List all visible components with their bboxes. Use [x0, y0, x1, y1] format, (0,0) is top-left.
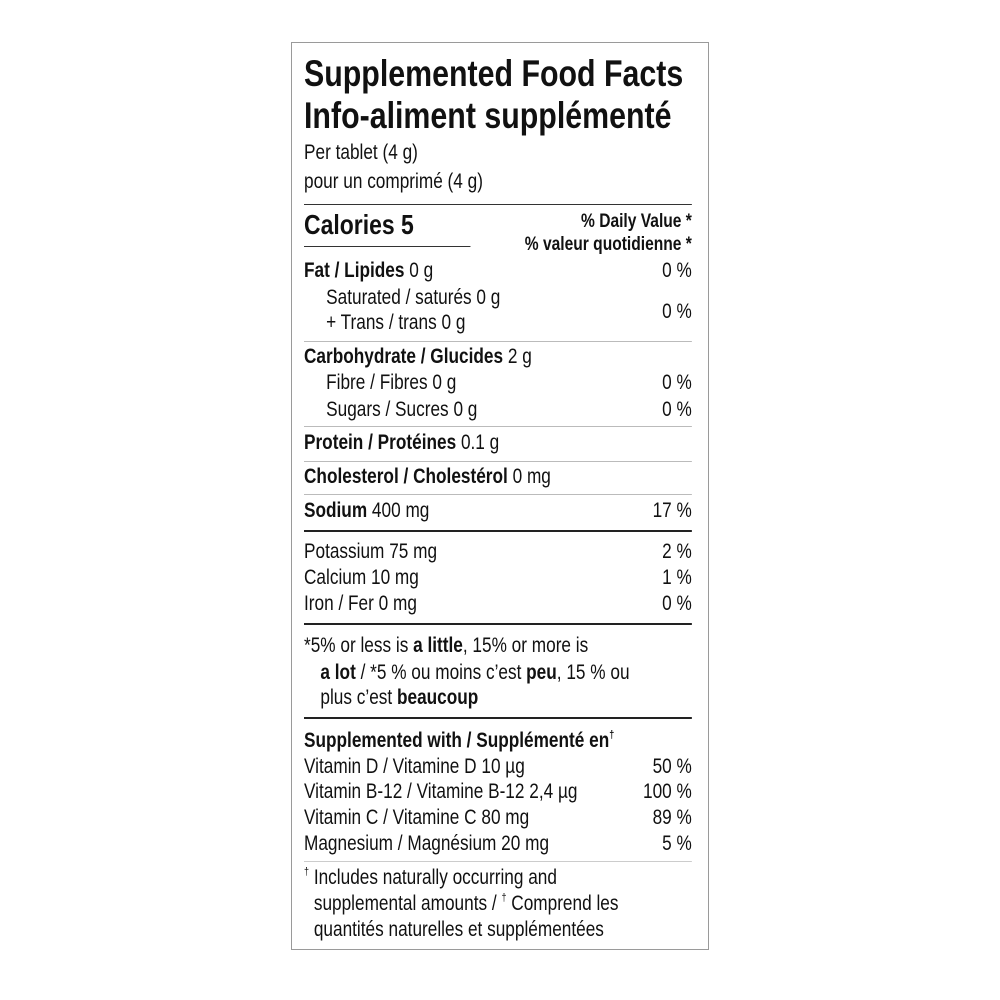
- divider: [304, 494, 692, 495]
- nutrition-facts-label: Supplemented Food Facts Info-aliment sup…: [291, 42, 709, 950]
- supplement-row: Vitamin B-12 / Vitamine B-12 2,4 µg 100 %: [304, 780, 692, 803]
- calories: Calories 5: [304, 209, 414, 240]
- nutrient-row-saturated: Saturated / saturés 0 g: [326, 286, 501, 309]
- nutrient-row-sodium: Sodium 400 mg 17 %: [304, 499, 692, 522]
- divider: [304, 204, 692, 205]
- title-en: Supplemented Food Facts: [304, 53, 684, 94]
- divider-thick: [304, 717, 692, 719]
- nutrient-row-potassium: Potassium 75 mg 2 %: [304, 540, 692, 563]
- serving-en: Per tablet (4 g): [304, 141, 418, 164]
- supplement-row: Vitamin C / Vitamine C 80 mg 89 %: [304, 806, 692, 829]
- divider: [304, 461, 692, 462]
- footnote-line-2: a lot / *5 % ou moins c’est peu, 15 % ou: [320, 661, 630, 684]
- divider: [304, 426, 692, 427]
- dagger-note-line-1: † Includes naturally occurring and: [304, 866, 557, 889]
- divider: [304, 341, 692, 342]
- calories-underline: [304, 246, 471, 247]
- serving-fr: pour un comprimé (4 g): [304, 170, 483, 193]
- saturated-trans-dv: 0 %: [662, 300, 692, 323]
- daily-value-en: % Daily Value *: [581, 211, 692, 232]
- nutrient-row-protein: Protein / Protéines 0.1 g: [304, 431, 500, 454]
- nutrient-row-trans: + Trans / trans 0 g: [326, 311, 466, 334]
- nutrient-row-cholesterol: Cholesterol / Cholestérol 0 mg: [304, 465, 551, 488]
- divider-light: [304, 861, 692, 862]
- supplemented-heading: Supplemented with / Supplémenté en†: [304, 729, 615, 752]
- dagger-note-line-2: supplemental amounts / † Comprend les: [313, 892, 619, 915]
- divider-thick: [304, 530, 692, 532]
- daily-value-fr: % valeur quotidienne *: [524, 234, 692, 255]
- nutrient-row-iron: Iron / Fer 0 mg 0 %: [304, 592, 692, 615]
- footnote-line-1: *5% or less is a little, 15% or more is: [304, 634, 589, 657]
- supplement-row: Vitamin D / Vitamine D 10 µg 50 %: [304, 755, 692, 778]
- nutrient-row-calcium: Calcium 10 mg 1 %: [304, 566, 692, 589]
- divider-thick: [304, 623, 692, 625]
- dagger-note-line-3: quantités naturelles et supplémentées: [313, 918, 604, 941]
- nutrient-row-carbohydrate: Carbohydrate / Glucides 2 g: [304, 345, 532, 368]
- footnote-line-3: plus c’est beaucoup: [320, 686, 479, 709]
- title-fr: Info-aliment supplémenté: [304, 95, 672, 136]
- supplement-row: Magnesium / Magnésium 20 mg 5 %: [304, 832, 692, 855]
